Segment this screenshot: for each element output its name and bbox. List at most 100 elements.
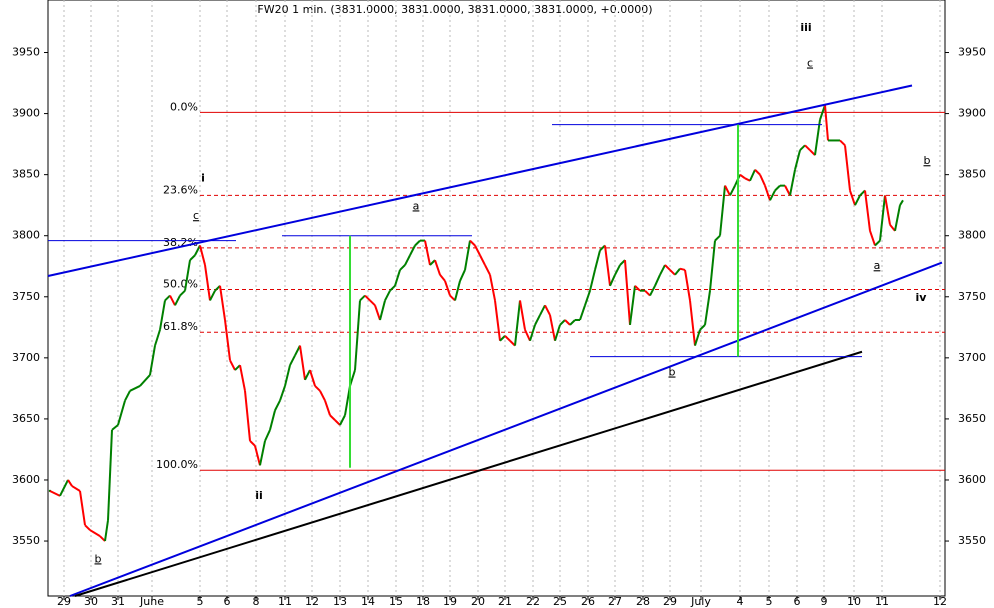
price-segment	[59, 479, 69, 497]
price-segment	[799, 144, 806, 151]
price-segment	[819, 104, 826, 121]
x-tick-label: 30	[84, 595, 98, 608]
y-tick-label: 3550	[12, 534, 40, 547]
price-segment	[594, 250, 601, 271]
price-segment	[334, 419, 341, 426]
price-segment	[384, 290, 391, 301]
y-tick-label-right: 3900	[958, 107, 986, 120]
price-segment	[354, 300, 361, 371]
price-segment	[499, 335, 506, 342]
price-segment	[589, 269, 596, 291]
x-tick-label: June	[139, 595, 164, 608]
x-tick-label: 20	[471, 595, 485, 608]
x-tick-label: 14	[361, 595, 375, 608]
trend-line	[69, 261, 943, 597]
price-segment	[244, 390, 251, 441]
wave-label: c	[807, 57, 813, 70]
wave-label: a	[413, 199, 420, 212]
price-segment	[104, 520, 109, 542]
price-segment	[539, 304, 546, 316]
price-segment	[444, 280, 451, 296]
price-segment	[379, 300, 386, 321]
wave-label: iii	[800, 21, 811, 34]
x-tick-label: July	[690, 595, 711, 608]
price-segment	[674, 268, 681, 276]
price-segment	[469, 239, 476, 247]
price-segment	[111, 424, 119, 431]
price-segment	[774, 184, 781, 192]
price-segment	[759, 174, 766, 187]
price-segment	[249, 440, 256, 447]
x-tick-label: 27	[608, 595, 622, 608]
x-tick-label: 26	[581, 595, 595, 608]
price-segment	[414, 239, 421, 247]
price-segment	[614, 264, 621, 276]
y-tick-label: 3650	[12, 412, 40, 425]
price-segment	[404, 254, 411, 266]
y-tick-label-right: 3800	[958, 229, 986, 242]
price-segment	[329, 414, 336, 421]
price-segment	[524, 329, 531, 342]
y-tick-label-right: 3550	[958, 534, 986, 547]
price-segment	[107, 429, 113, 521]
price-segment	[79, 490, 86, 526]
y-tick-label: 3900	[12, 107, 40, 120]
price-segment	[534, 314, 541, 326]
price-segment	[694, 329, 701, 346]
price-segment	[71, 485, 81, 492]
price-segment	[484, 264, 491, 276]
price-segment	[259, 440, 266, 466]
price-segment	[739, 173, 746, 180]
price-segment	[519, 300, 526, 330]
price-segment	[154, 329, 161, 346]
price-segment	[659, 264, 666, 276]
price-segment	[804, 144, 811, 151]
price-segment	[679, 267, 686, 271]
price-segment	[664, 264, 671, 271]
x-tick-label: 5	[766, 595, 773, 608]
price-segment	[504, 335, 511, 342]
price-segment	[864, 190, 871, 231]
y-tick-label-right: 3700	[958, 351, 986, 364]
price-segment	[724, 185, 731, 196]
price-segment	[689, 300, 696, 346]
price-segment	[709, 240, 716, 291]
price-segment	[184, 259, 191, 291]
x-tick-label: 21	[498, 595, 512, 608]
price-segment	[294, 345, 301, 356]
price-segment	[159, 300, 166, 330]
price-segment	[149, 345, 156, 376]
price-segment	[824, 104, 829, 141]
y-tick-label-right: 3650	[958, 412, 986, 425]
price-segment	[874, 239, 881, 247]
trend-line	[47, 84, 913, 277]
x-tick-label: 6	[794, 595, 801, 608]
x-tick-label: 12	[305, 595, 319, 608]
price-segment	[124, 390, 131, 402]
price-segment	[889, 224, 896, 232]
price-segment	[844, 145, 851, 191]
x-tick-label: 18	[416, 595, 430, 608]
price-segment	[544, 304, 551, 316]
price-segment	[669, 269, 676, 276]
price-segment	[644, 289, 651, 297]
price-segment	[369, 299, 376, 307]
wave-label: a	[874, 259, 881, 272]
y-tick-label-right: 3600	[958, 473, 986, 486]
x-tick-label: 4	[737, 595, 744, 608]
x-tick-label: 19	[443, 595, 457, 608]
price-segment	[179, 289, 186, 297]
x-tick-label: 8	[253, 595, 260, 608]
x-tick-label: 5	[197, 595, 204, 608]
fib-label: 0.0%	[170, 100, 198, 113]
wave-label: b	[924, 154, 931, 167]
wave-label: b	[95, 552, 102, 565]
price-segment	[634, 285, 641, 292]
fib-label: 61.8%	[163, 320, 198, 333]
price-segment	[839, 139, 846, 147]
plot-frame	[47, 0, 946, 597]
y-tick-label: 3800	[12, 229, 40, 242]
price-segment	[474, 245, 481, 256]
price-segment	[569, 319, 576, 326]
price-segment	[199, 245, 206, 266]
